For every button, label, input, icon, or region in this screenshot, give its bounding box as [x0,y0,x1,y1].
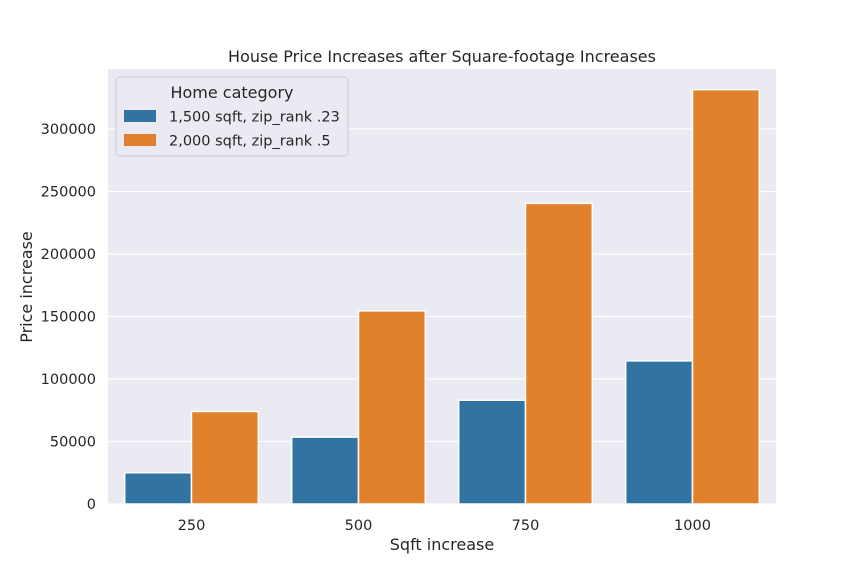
x-tick-label: 500 [345,518,373,534]
x-tick-label: 750 [512,518,540,534]
bar [290,436,360,505]
legend-box [115,76,349,157]
legend-swatch [124,134,156,146]
y-tick-label: 150000 [41,310,96,326]
x-tick-label: 1000 [674,518,711,534]
y-tick-label: 250000 [41,185,96,201]
bar [524,202,594,505]
y-tick-label: 50000 [50,435,96,451]
y-axis-ticks: 0 50000 100000 150000 200000 250000 300000 [41,122,96,513]
y-tick-label: 200000 [41,247,96,263]
bars [123,88,761,505]
bar [457,399,527,505]
chart-title: House Price Increases after Square-foota… [228,47,656,66]
bar [691,88,761,505]
legend-label: 1,500 sqft, zip_rank .23 [169,110,340,126]
x-axis-ticks: 250 500 750 1000 [178,518,711,534]
legend-label: 2,000 sqft, zip_rank .5 [169,134,331,150]
y-tick-label: 300000 [41,122,96,138]
y-axis-label: Price increase [17,231,36,343]
bar [190,410,260,505]
legend-swatch [124,110,156,122]
y-tick-label: 100000 [41,372,96,388]
bar [624,360,694,505]
bar [123,472,193,505]
y-tick-label: 0 [87,497,96,513]
x-tick-label: 250 [178,518,206,534]
legend-title: Home category [170,83,293,102]
bar [357,310,427,505]
legend: Home category 1,500 sqft, zip_rank .23 2… [115,76,349,157]
x-axis-label: Sqft increase [390,535,494,554]
